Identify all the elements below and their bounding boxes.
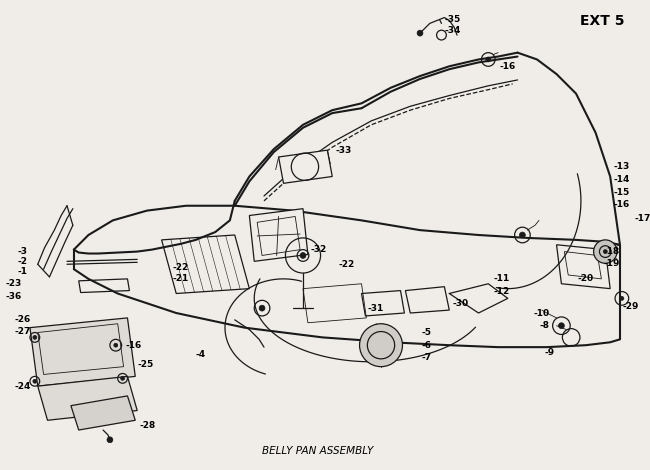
Text: -4: -4 [196,351,206,360]
Text: -14: -14 [613,175,629,184]
Text: -16: -16 [125,341,142,350]
Text: -33: -33 [335,146,352,155]
Text: -6: -6 [422,341,432,350]
Text: -9: -9 [545,347,554,357]
Circle shape [558,323,564,329]
Text: EXT 5: EXT 5 [580,14,625,28]
Circle shape [519,232,525,238]
Text: -24: -24 [14,382,31,391]
Polygon shape [556,245,610,289]
Circle shape [300,252,306,258]
Text: -1: -1 [18,266,28,275]
Text: -30: -30 [452,299,468,308]
Circle shape [486,57,491,62]
Text: -13: -13 [613,162,629,171]
Text: -20: -20 [578,274,594,283]
Text: -26: -26 [14,315,31,324]
Circle shape [121,376,125,380]
Circle shape [593,240,617,263]
Text: -5: -5 [422,328,432,337]
Circle shape [603,250,607,253]
Text: -11: -11 [493,274,510,283]
Text: -27: -27 [14,327,31,336]
Text: -32: -32 [311,245,327,254]
Text: -23: -23 [6,279,22,288]
Text: -34: -34 [445,26,461,35]
Polygon shape [38,376,137,420]
Circle shape [620,297,624,300]
Text: BELLY PAN ASSEMBLY: BELLY PAN ASSEMBLY [262,446,373,456]
Text: -28: -28 [139,421,155,430]
Text: -12: -12 [493,287,510,296]
Text: -16: -16 [500,62,516,71]
Polygon shape [279,150,332,183]
Text: -19: -19 [603,259,619,268]
Circle shape [259,305,265,311]
Text: -10: -10 [534,308,550,318]
Text: -22: -22 [338,260,354,269]
Text: -3: -3 [18,247,28,256]
Circle shape [114,343,118,347]
Text: -16: -16 [613,200,629,209]
Text: -22: -22 [172,263,188,272]
Polygon shape [71,396,135,430]
Text: -29: -29 [623,302,639,311]
Text: -17: -17 [634,214,650,223]
Polygon shape [250,209,308,261]
Text: -31: -31 [367,304,383,313]
Text: -7: -7 [422,353,432,362]
Text: -36: -36 [6,292,22,301]
Circle shape [417,30,423,36]
Text: -21: -21 [172,274,188,283]
Circle shape [33,379,37,383]
Text: -18: -18 [603,247,619,256]
Circle shape [33,336,37,339]
Circle shape [107,437,113,443]
Text: -2: -2 [18,257,28,266]
Text: -15: -15 [613,188,629,196]
Text: -25: -25 [137,360,153,369]
Text: -8: -8 [540,321,550,330]
Text: -35: -35 [445,15,461,24]
Polygon shape [30,318,135,386]
Circle shape [359,324,402,367]
